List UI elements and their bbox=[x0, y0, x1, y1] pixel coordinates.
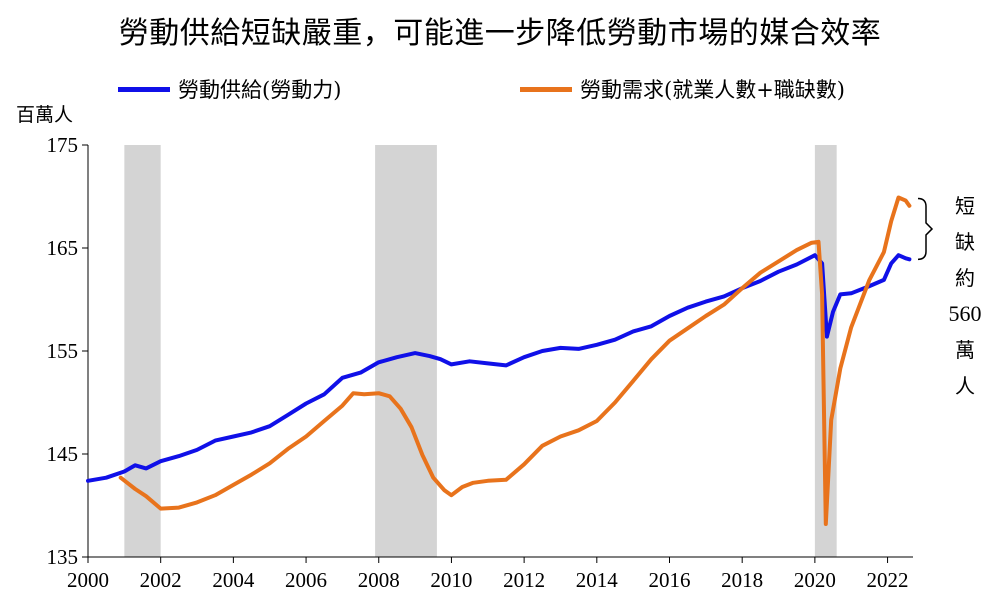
gap-bracket bbox=[917, 197, 934, 261]
legend-item-labor-supply: 勞動供給(勞動力) bbox=[118, 74, 341, 104]
x-tick-label: 2006 bbox=[285, 568, 327, 592]
y-tick-label: 145 bbox=[47, 442, 79, 466]
recession-band bbox=[375, 145, 437, 557]
chart-title: 勞動供給短缺嚴重，可能進一步降低勞動市場的媒合效率 bbox=[118, 16, 882, 51]
y-tick-label: 155 bbox=[47, 339, 79, 363]
recession-band bbox=[124, 145, 161, 557]
x-tick-label: 2016 bbox=[648, 568, 690, 592]
x-tick-label: 2014 bbox=[576, 568, 619, 592]
shortfall-annotation: 短 缺 約 560 萬 人 bbox=[942, 188, 988, 404]
y-axis-unit-label: 百萬人 bbox=[16, 104, 74, 126]
annotation-char: 缺 bbox=[955, 230, 975, 254]
y-tick-label: 135 bbox=[47, 545, 79, 569]
x-tick-label: 2020 bbox=[794, 568, 836, 592]
series-line-labor-demand bbox=[118, 195, 912, 526]
annotation-char: 萬 bbox=[955, 338, 975, 362]
legend-label-demand: 勞動需求(就業人數+職缺數) bbox=[580, 78, 845, 102]
x-tick-label: 2018 bbox=[721, 568, 763, 592]
x-tick-label: 2022 bbox=[867, 568, 909, 592]
x-tick-label: 2000 bbox=[67, 568, 109, 592]
y-tick-label: 165 bbox=[47, 236, 79, 260]
x-tick-label: 2002 bbox=[140, 568, 182, 592]
annotation-char: 人 bbox=[955, 374, 975, 398]
y-tick-label: 175 bbox=[47, 133, 79, 157]
annotation-number: 560 bbox=[948, 301, 982, 326]
legend-label-supply: 勞動供給(勞動力) bbox=[178, 78, 342, 102]
legend-swatch-supply bbox=[118, 86, 170, 92]
annotation-char: 約 bbox=[955, 266, 975, 290]
x-tick-label: 2012 bbox=[503, 568, 545, 592]
legend-swatch-demand bbox=[520, 86, 572, 92]
legend-item-labor-demand: 勞動需求(就業人數+職缺數) bbox=[520, 74, 845, 104]
x-tick-label: 2004 bbox=[212, 568, 255, 592]
annotation-char: 短 bbox=[955, 194, 975, 218]
series-line-labor-supply bbox=[86, 253, 912, 483]
x-tick-label: 2010 bbox=[430, 568, 472, 592]
x-tick-label: 2008 bbox=[358, 568, 400, 592]
